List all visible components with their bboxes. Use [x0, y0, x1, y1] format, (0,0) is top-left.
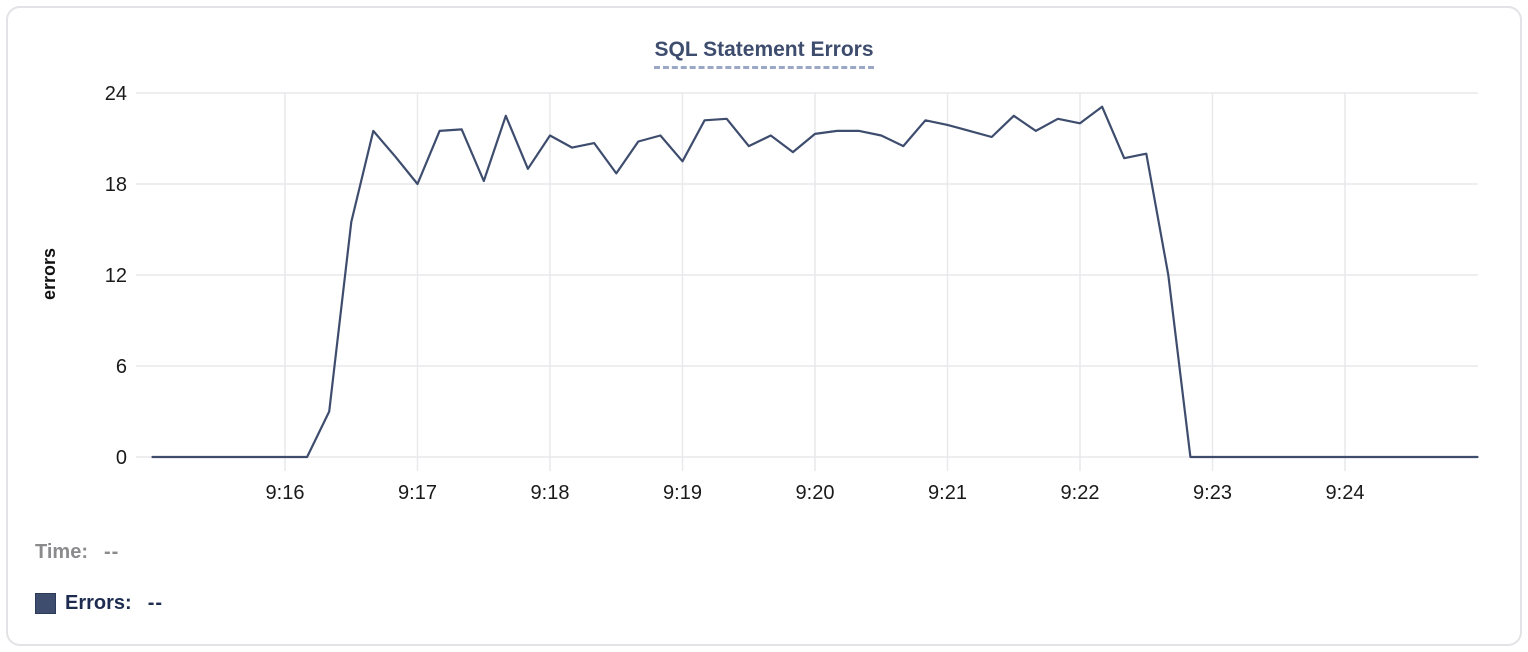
errors-legend-swatch [35, 593, 56, 614]
chart-card: SQL Statement Errors errors 0 6 12 18 24 9:16… [6, 6, 1522, 646]
x-tick-label: 9:23 [1193, 482, 1232, 504]
errors-readout-value: -- [147, 592, 164, 614]
time-readout-value: -- [103, 541, 120, 563]
plot-area: 0 6 12 18 24 9:16 9:17 9:18 9:19 9:20 9:21 9:22 9:23… [105, 83, 1479, 504]
y-tick-label: 18 [105, 174, 127, 196]
y-tick-label: 6 [116, 356, 127, 378]
errors-readout-label: Errors: [65, 592, 132, 614]
y-tick-label: 24 [105, 83, 127, 105]
x-tick-label: 9:21 [928, 482, 967, 504]
x-tick-label: 9:16 [266, 482, 305, 504]
y-axis-label: errors [39, 248, 59, 300]
errors-readout: Errors: -- [35, 592, 163, 615]
x-tick-label: 9:19 [663, 482, 702, 504]
y-tick-label: 0 [116, 447, 127, 469]
y-tick-label: 12 [105, 265, 127, 287]
time-readout: Time: -- [35, 541, 119, 564]
errors-line-chart[interactable]: errors 0 6 12 18 24 9:16 9:17 9:18 9:19 9:20 9:21 9… [8, 8, 1528, 520]
chart-title-row: SQL Statement Errors [8, 38, 1520, 69]
errors-series-line [151, 105, 1479, 459]
x-tick-label: 9:17 [398, 482, 437, 504]
x-tick-label: 9:24 [1326, 482, 1365, 504]
x-tick-label: 9:22 [1061, 482, 1100, 504]
x-tick-label: 9:20 [796, 482, 835, 504]
x-tick-label: 9:18 [531, 482, 570, 504]
time-readout-label: Time: [35, 541, 88, 563]
chart-title[interactable]: SQL Statement Errors [654, 38, 874, 69]
